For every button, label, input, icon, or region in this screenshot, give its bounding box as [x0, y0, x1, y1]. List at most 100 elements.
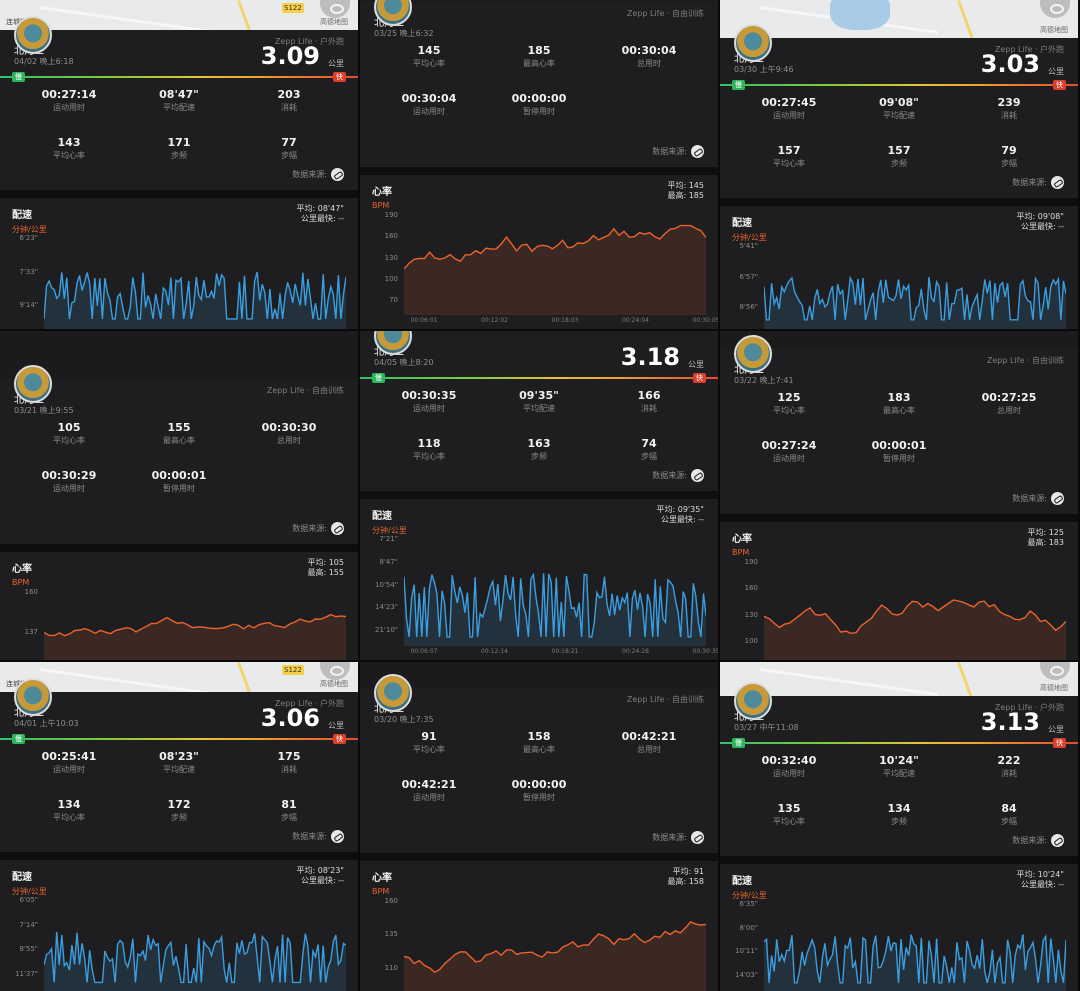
eye-icon[interactable]: [1040, 662, 1070, 680]
stat-value: 125: [777, 391, 801, 404]
stat-value: 79: [1001, 144, 1017, 157]
x-axis-tick-label: 00:24:28: [622, 648, 649, 655]
chart-section: 心率 BPM 平均: 105 最高: 155 160 137: [0, 552, 358, 660]
stat-value: 00:30:04: [621, 44, 677, 57]
y-axis-tick-label: 10'11": [735, 947, 758, 956]
section-divider: [720, 198, 1078, 206]
stat-value: 157: [777, 144, 801, 157]
chart-summary: 平均: 09'35" 公里最快: --: [657, 505, 705, 525]
pace-gradient-bar: [0, 76, 358, 78]
data-source[interactable]: 数据来源:: [652, 831, 704, 844]
chart-avg-label: 平均:: [296, 866, 316, 875]
stat-value: 00:00:00: [511, 778, 567, 791]
eye-icon[interactable]: [320, 0, 350, 18]
data-source[interactable]: 数据来源:: [292, 830, 344, 843]
workout-date: 03/25 晚上6:32: [374, 29, 434, 38]
distance-value: 3.06: [260, 704, 320, 732]
workout-source: Zepp Life · 自由训练: [626, 9, 704, 18]
map-place-label: 连城学: [6, 18, 27, 26]
chart-section: 配速 分钟/公里 平均: 10'24" 公里最快: -- 6'35" 8'00" 10'11…: [720, 864, 1078, 991]
chart-summary: 平均: 91 最高: 158: [667, 867, 704, 887]
pace-gradient-bar: [720, 84, 1078, 86]
y-axis-tick-label: 9'14": [19, 301, 38, 310]
stat-value: 166: [637, 389, 661, 402]
chart-avg-value: 105: [328, 558, 344, 567]
data-source-icon[interactable]: [691, 469, 704, 482]
section-divider: [0, 544, 358, 552]
chart-unit: BPM: [732, 548, 750, 557]
series-line: [404, 921, 706, 974]
pace-gradient-bar: [360, 377, 718, 379]
pace-slow-label: 慢: [372, 373, 385, 383]
data-source-icon[interactable]: [1051, 834, 1064, 847]
stat-label: 消耗: [1001, 769, 1017, 778]
avatar-icon: [14, 365, 52, 403]
data-source[interactable]: 数据来源:: [1012, 834, 1064, 847]
data-source-icon[interactable]: [1051, 176, 1064, 189]
stat-label: 总用时: [637, 745, 661, 754]
series-area: [44, 931, 346, 991]
stat-label: 消耗: [1001, 111, 1017, 120]
chart-section: 配速 分钟/公里 平均: 08'23" 公里最快: -- 6'05" 7'14" 8'55"…: [0, 860, 358, 991]
stat-label: 平均心率: [53, 813, 85, 822]
chart-title: 心率: [12, 564, 32, 575]
distance-unit: 公里: [688, 360, 704, 369]
fastest-km-value: --: [338, 876, 344, 885]
stat-item: 00:27:25 总用时: [954, 391, 1064, 416]
chart-title: 配速: [372, 511, 392, 522]
data-source[interactable]: 数据来源:: [652, 469, 704, 482]
eye-icon[interactable]: [1040, 0, 1070, 18]
chart-max-label: 最高:: [667, 191, 687, 200]
stat-label: 平均配速: [523, 404, 555, 413]
data-source-icon[interactable]: [691, 831, 704, 844]
chart-avg-label: 平均:: [672, 867, 692, 876]
data-source[interactable]: 数据来源:: [292, 522, 344, 535]
stat-label: 总用时: [277, 436, 301, 445]
series-line: [764, 934, 1066, 984]
stat-item: 00:30:35 运动用时: [374, 389, 484, 414]
x-axis-tick-label: 00:18:03: [551, 317, 579, 324]
data-source[interactable]: 数据来源:: [292, 168, 344, 181]
route-map: 高德地图: [720, 662, 1078, 696]
stat-value: 155: [167, 421, 191, 434]
chart-avg-value: 08'23": [317, 866, 344, 875]
data-source-icon[interactable]: [331, 830, 344, 843]
data-source-label: 数据来源:: [292, 170, 327, 179]
data-source-icon[interactable]: [331, 168, 344, 181]
data-source-icon[interactable]: [1051, 492, 1064, 505]
chart-summary: 平均: 08'23" 公里最快: --: [297, 866, 345, 886]
fastest-km-label: 公里最快:: [300, 214, 336, 223]
stat-label: 运动用时: [53, 484, 85, 493]
y-axis-tick-label: 7'33": [19, 267, 38, 276]
x-axis-tick-label: 00:30:05: [692, 317, 718, 324]
fastest-km-value: --: [1058, 222, 1064, 231]
stat-label: 平均配速: [163, 765, 195, 774]
workout-date: 03/22 晚上7:41: [734, 376, 794, 385]
stat-value: 00:00:01: [151, 469, 207, 482]
stat-item: 157 平均心率: [734, 144, 844, 169]
y-axis-tick-label: 160: [24, 588, 38, 596]
chart-second-row: 公里最快: --: [1017, 880, 1064, 890]
stat-item: 222 消耗: [954, 754, 1064, 779]
chart-avg-value: 145: [688, 181, 704, 190]
data-source[interactable]: 数据来源:: [1012, 176, 1064, 189]
eye-icon[interactable]: [320, 662, 350, 680]
stat-item: 00:30:29 运动用时: [14, 469, 124, 494]
data-source[interactable]: 数据来源:: [1012, 492, 1064, 505]
pace-chart: [44, 931, 346, 991]
x-axis-tick-label: 00:06:07: [410, 648, 438, 655]
data-source-icon[interactable]: [331, 522, 344, 535]
stat-value: 84: [1001, 802, 1017, 815]
chart-max-label: 最高:: [307, 568, 327, 577]
stat-label: 步频: [171, 813, 187, 822]
data-source-icon[interactable]: [691, 145, 704, 158]
data-source[interactable]: 数据来源:: [652, 145, 704, 158]
data-source-label: 数据来源:: [1012, 836, 1047, 845]
stat-value: 203: [277, 88, 301, 101]
y-axis-tick-label: 160: [384, 232, 398, 241]
x-axis-tick-label: 00:12:02: [481, 317, 508, 324]
stat-label: 运动用时: [413, 793, 445, 802]
distance-unit: 公里: [1048, 725, 1064, 734]
